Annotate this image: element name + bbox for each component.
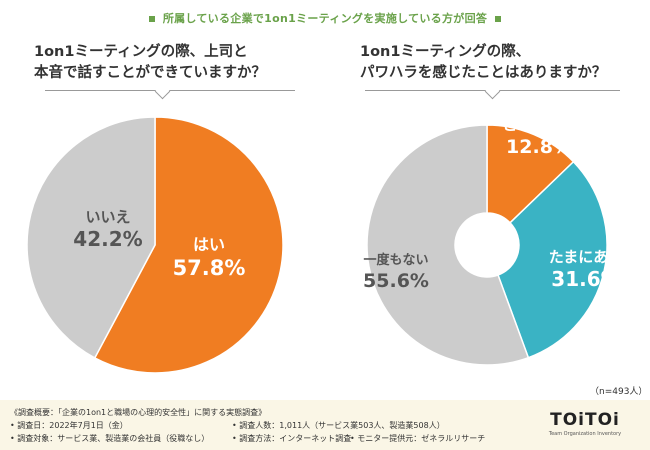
page-header: 所属している企業で1on1ミーティングを実施している方が回答 <box>0 10 650 26</box>
chart2-title-line1: 1on1ミーティングの際、 <box>360 44 531 60</box>
footer-people: • 調査人数：1,011人（サービス業503人、製造業508人） <box>232 421 445 430</box>
pie1-slice-1 <box>26 116 156 359</box>
pie1-slice-0 <box>93 116 284 374</box>
pie2-label-0: とてもある <box>502 116 576 134</box>
pie2-slice-0 <box>486 124 575 224</box>
footer: 《調査概要：「企業の1on1と職場の心理的安全性」に関する実態調査》 • 調査日… <box>0 400 650 450</box>
logo-name: TOiTOi <box>550 410 620 430</box>
chart1-title: 1on1ミーティングの際、上司と 本音で話すことができていますか？ <box>34 42 266 84</box>
pie2-value-2: 55.6% <box>363 270 429 292</box>
pie2-slice-1 <box>497 160 608 359</box>
footer-provider: • モニター提供元：ゼネラルリサーチ <box>350 434 486 443</box>
chart1-title-line2: 本音で話すことができていますか？ <box>34 65 266 81</box>
pie1-value-0: 57.8% <box>173 256 246 280</box>
chart2-title-line2: パワハラを感じたことはありますか？ <box>360 65 607 81</box>
chart2-title: 1on1ミーティングの際、 パワハラを感じたことはありますか？ <box>360 42 606 84</box>
chart1-title-line1: 1on1ミーティングの際、上司と <box>34 44 248 60</box>
pie2-slice-2 <box>366 124 530 366</box>
header-square-right <box>495 16 502 22</box>
pie2-label-1: たまにある <box>549 248 624 266</box>
pie2-value-1: 31.6% <box>551 267 620 291</box>
pie1-label-0: はい <box>193 235 225 254</box>
pie1-value-1: 42.2% <box>73 227 142 251</box>
footer-date: • 調査日：2022年7月1日（金） <box>10 421 128 430</box>
pie2-label-2: 一度もない <box>363 252 428 268</box>
sample-size: （n=493人） <box>590 387 648 397</box>
header-text: 所属している企業で1on1ミーティングを実施している方が回答 <box>162 12 488 25</box>
footer-method: • 調査方法：インターネット調査 <box>232 434 352 443</box>
footer-survey-title: 《調査概要：「企業の1on1と職場の心理的安全性」に関する実態調査》 <box>10 408 267 417</box>
pie2-value-0: 12.8% <box>506 136 572 158</box>
logo-tagline: Team Organization Inventory <box>548 431 622 437</box>
footer-target: • 調査対象：サービス業、製造業の会社員（役職なし） <box>10 434 210 443</box>
pie1-label-1: いいえ <box>85 208 130 226</box>
header-square-left <box>148 16 155 22</box>
toitoi-logo: TOiTOi Team Organization Inventory <box>548 410 622 437</box>
